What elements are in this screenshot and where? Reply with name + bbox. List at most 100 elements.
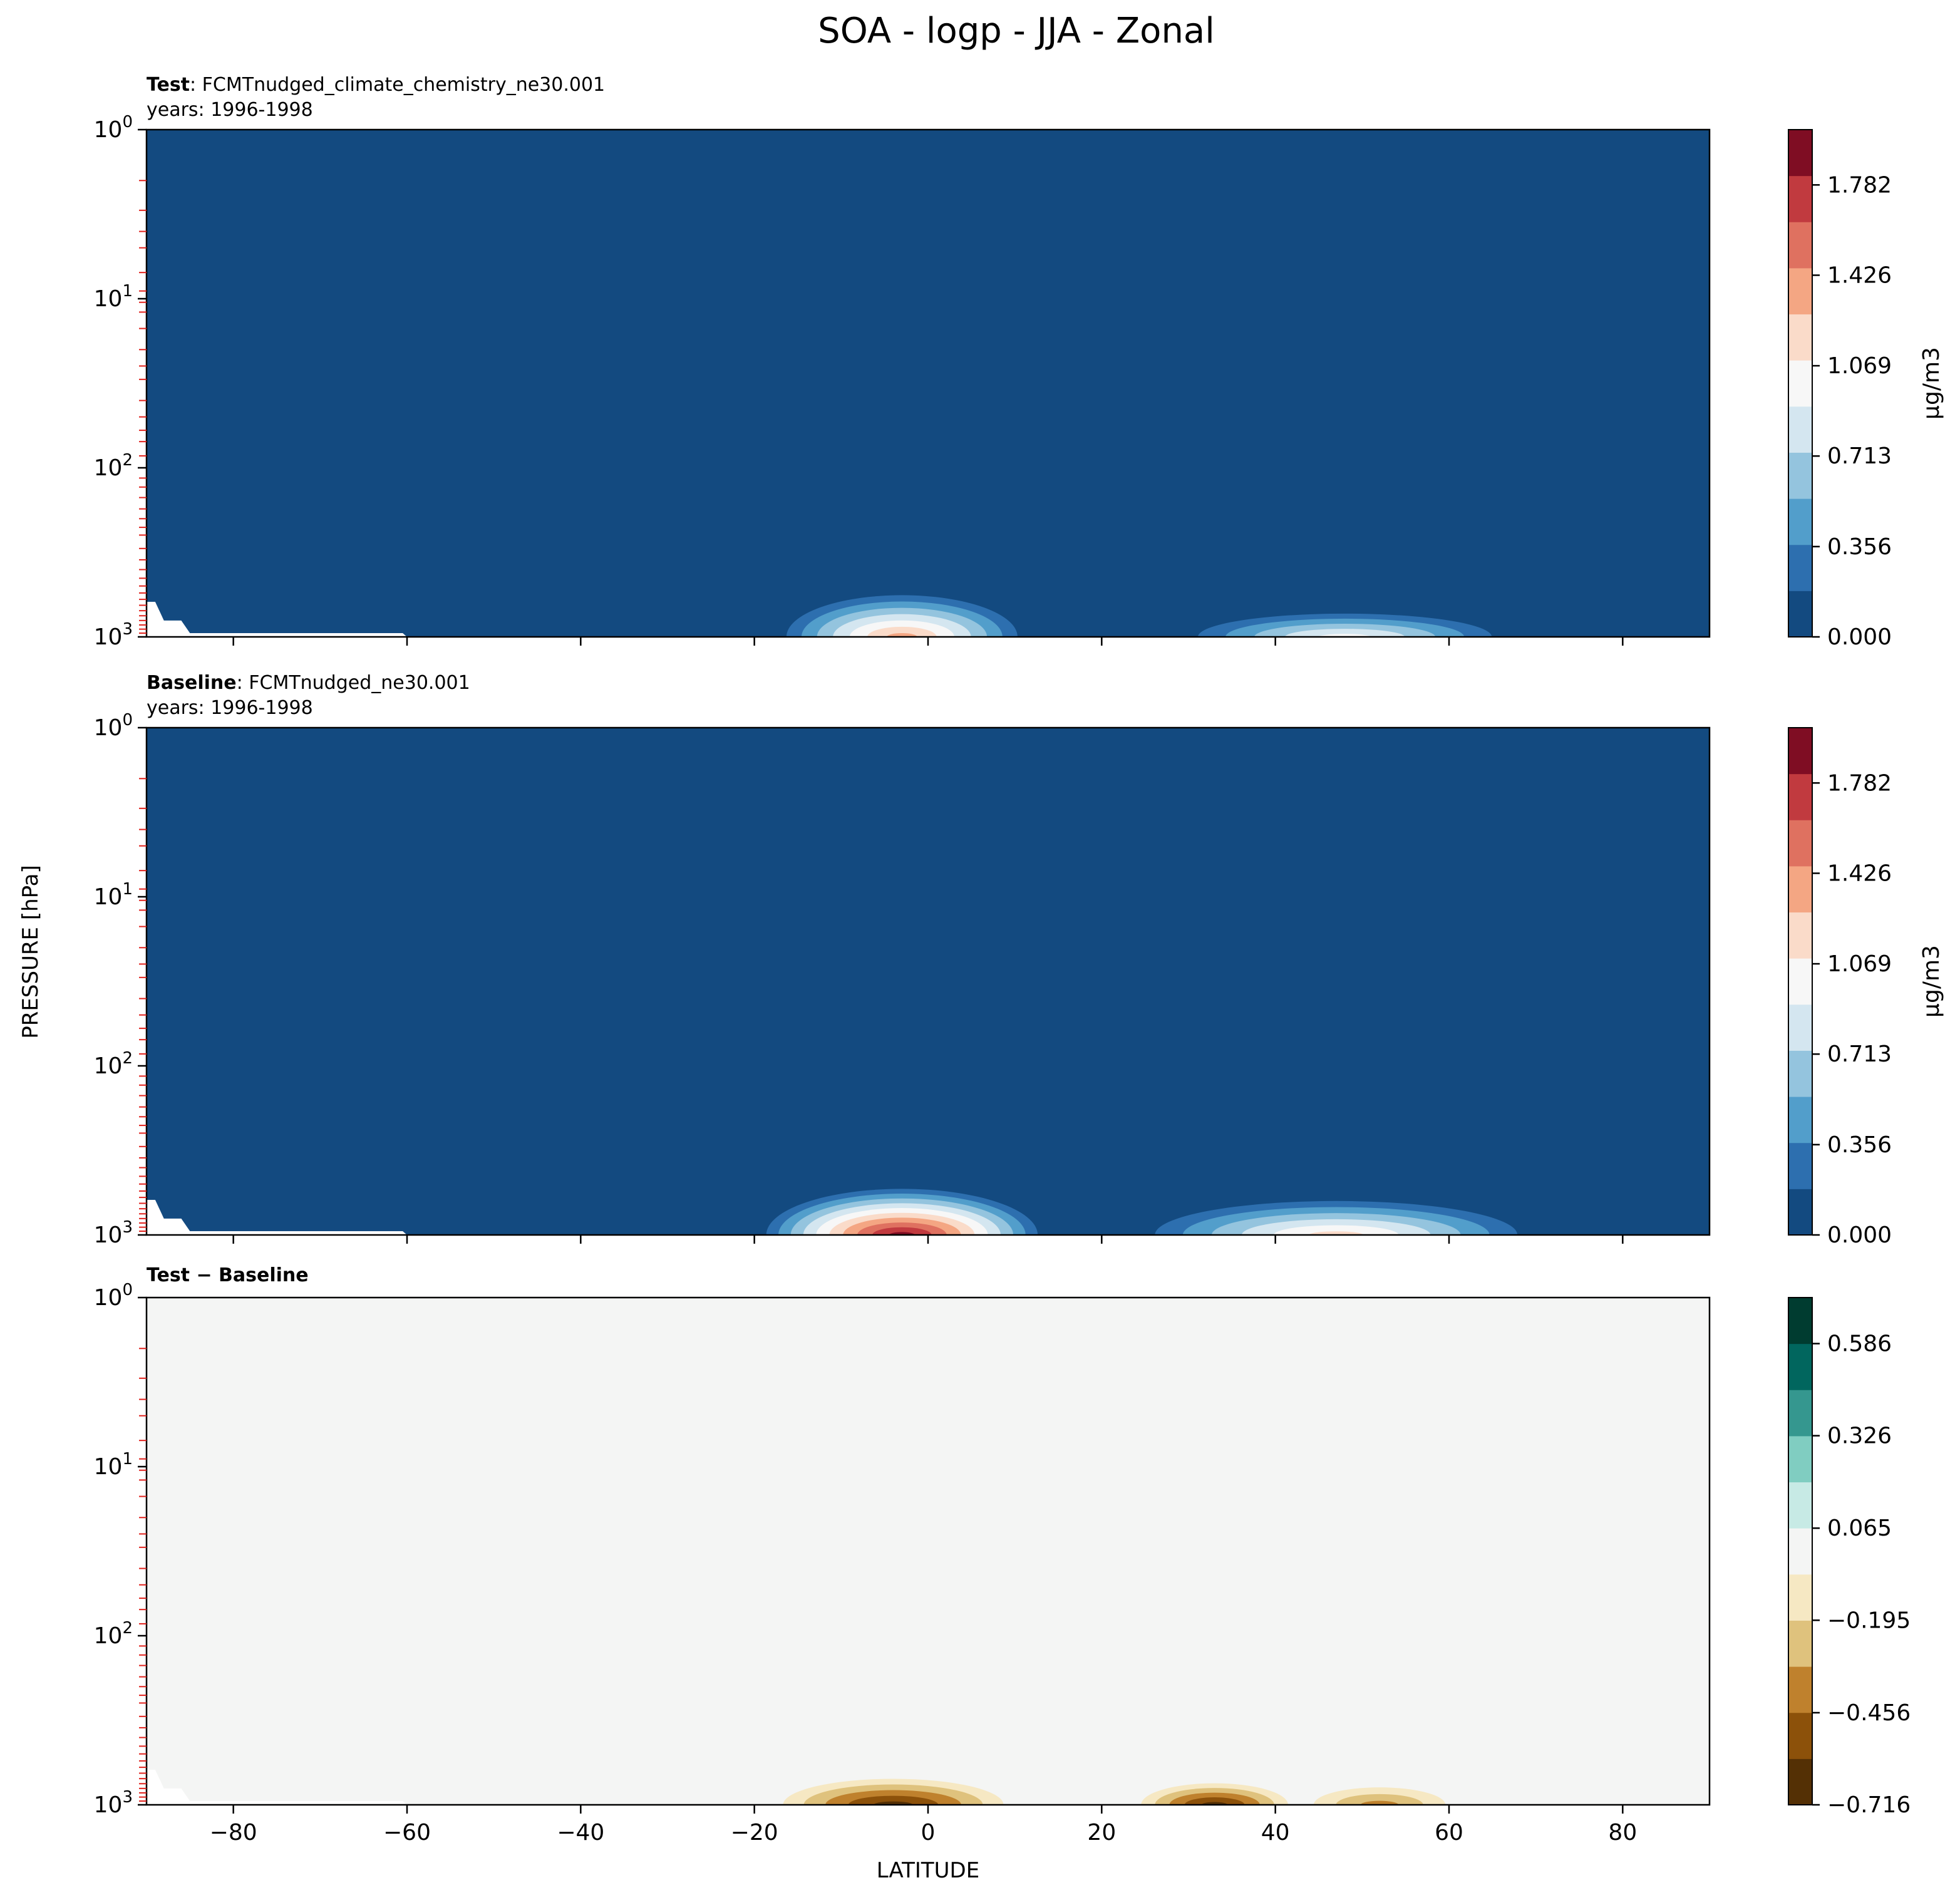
colorbar-tick-label: 0.326 (1827, 1423, 1892, 1449)
colorbar-segment (1788, 544, 1812, 591)
colorbar-segment (1788, 591, 1812, 638)
field-background (147, 1298, 1710, 1805)
colorbar-segment (1788, 314, 1812, 361)
colorbar-segment (1788, 1435, 1812, 1483)
y-tick-exponent: 1 (122, 880, 133, 899)
x-tick-label: −40 (557, 1820, 604, 1846)
colorbar-tick-label: 0.065 (1827, 1515, 1892, 1541)
colorbar-segment (1788, 1712, 1812, 1759)
contour-level-3 (1360, 1800, 1399, 1805)
y-tick-exponent: 1 (122, 1450, 133, 1469)
colorbar-segment (1788, 1620, 1812, 1667)
colorbar-segment (1788, 1666, 1812, 1713)
panel-title: Test: FCMTnudged_climate_chemistry_ne30.… (147, 74, 605, 96)
x-tick-label: 40 (1261, 1820, 1290, 1846)
colorbar: 0.000 0.356 0.713 1.069 1.426 1.782 μg/m3 (1788, 727, 1944, 1248)
y-tick-base: 10 (94, 715, 123, 741)
panel-title: Baseline: FCMTnudged_ne30.001 (147, 672, 470, 694)
y-tick-label: 100 (94, 1281, 133, 1311)
x-tick-label: 0 (921, 1820, 936, 1846)
panel-title-bold: Baseline (147, 672, 237, 694)
missing-data-region (147, 1769, 407, 1805)
colorbar-segment (1788, 130, 1812, 177)
colorbar-segment (1788, 498, 1812, 545)
colorbar-tick-label: 1.426 (1827, 262, 1892, 288)
colorbar-label: μg/m3 (1919, 945, 1944, 1018)
colorbar-tick-label: 0.356 (1827, 1132, 1892, 1158)
colorbar-segment (1788, 912, 1812, 959)
colorbar-tick-label: −0.195 (1827, 1608, 1911, 1633)
y-tick-base: 10 (94, 117, 123, 143)
plot-area (147, 130, 1710, 637)
panel-test: Test: FCMTnudged_climate_chemistry_ne30.… (94, 74, 1944, 650)
colorbar-segment (1788, 1528, 1812, 1575)
missing-data-region (147, 1199, 407, 1235)
panel-title-rest: : FCMTnudged_ne30.001 (237, 672, 470, 694)
x-tick-label: 20 (1087, 1820, 1116, 1846)
y-tick-exponent: 3 (122, 1788, 133, 1807)
colorbar-segment (1788, 728, 1812, 775)
y-tick-base: 10 (94, 1623, 123, 1649)
y-tick-base: 10 (94, 1454, 123, 1480)
y-tick-label: 100 (94, 113, 133, 143)
y-tick-label: 100 (94, 711, 133, 741)
colorbar-segment (1788, 820, 1812, 867)
panel-title-bold: Test − Baseline (147, 1264, 309, 1286)
colorbar-tick-label: −0.456 (1827, 1700, 1911, 1726)
y-tick-base: 10 (94, 1285, 123, 1311)
y-tick-exponent: 2 (122, 1049, 133, 1068)
y-tick-label: 102 (94, 1049, 133, 1079)
shared-x-axis-label: LATITUDE (877, 1858, 979, 1883)
contour-level-6 (867, 626, 937, 637)
colorbar-segment (1788, 1298, 1812, 1345)
colorbar-segment (1788, 175, 1812, 222)
panel-title-rest: : FCMTnudged_climate_chemistry_ne30.001 (190, 74, 605, 96)
colorbar: 0.000 0.356 0.713 1.069 1.426 1.782 μg/m3 (1788, 129, 1944, 650)
panel-subtitle: years: 1996-1998 (147, 697, 313, 719)
contour-level-7 (887, 632, 917, 637)
field-background (147, 728, 1710, 1235)
colorbar-segment (1788, 1097, 1812, 1144)
colorbar-tick-label: 1.069 (1827, 353, 1892, 379)
colorbar-segment (1788, 1343, 1812, 1390)
y-tick-base: 10 (94, 624, 123, 650)
colorbar-frame (1788, 129, 1813, 638)
colorbar-segment (1788, 452, 1812, 499)
colorbar-tick-label: 0.000 (1827, 624, 1892, 650)
colorbar-tick-label: 0.713 (1827, 1041, 1892, 1067)
colorbar-segment (1788, 1390, 1812, 1437)
plot-area (147, 1298, 1710, 1805)
colorbar-frame (1788, 1297, 1813, 1805)
shared-y-axis-label: PRESSURE [hPa] (18, 865, 43, 1038)
colorbar-tick-label: −0.716 (1827, 1792, 1911, 1818)
feature-1 (1198, 613, 1492, 637)
panel-baseline: Baseline: FCMTnudged_ne30.001 years: 1996… (94, 672, 1944, 1248)
x-tick-label: −80 (210, 1820, 257, 1846)
colorbar-segment (1788, 360, 1812, 407)
contour-level-4 (1184, 1797, 1245, 1805)
panel-title-bold: Test (147, 74, 190, 96)
colorbar-segment (1788, 406, 1812, 453)
y-tick-label: 102 (94, 451, 133, 481)
contour-level-9 (872, 1227, 932, 1235)
y-tick-exponent: 3 (122, 1218, 133, 1237)
y-tick-base: 10 (94, 286, 123, 312)
field-background (147, 130, 1710, 637)
y-tick-exponent: 2 (122, 451, 133, 470)
colorbar-tick-label: 0.586 (1827, 1331, 1892, 1357)
colorbar-tick-label: 0.356 (1827, 534, 1892, 560)
y-tick-exponent: 3 (122, 620, 133, 639)
colorbar-segment (1788, 958, 1812, 1005)
colorbar-label: μg/m3 (1919, 347, 1944, 420)
contour-level-2 (1336, 1794, 1423, 1805)
x-tick-label: −60 (383, 1820, 431, 1846)
contour-level-6 (1309, 1231, 1364, 1235)
y-tick-label: 102 (94, 1619, 133, 1649)
y-tick-label: 101 (94, 880, 133, 910)
colorbar-segment (1788, 1758, 1812, 1805)
colorbar-tick-label: 1.069 (1827, 951, 1892, 977)
feature-1 (1127, 1779, 1302, 1805)
colorbar-tick-label: 0.713 (1827, 443, 1892, 469)
